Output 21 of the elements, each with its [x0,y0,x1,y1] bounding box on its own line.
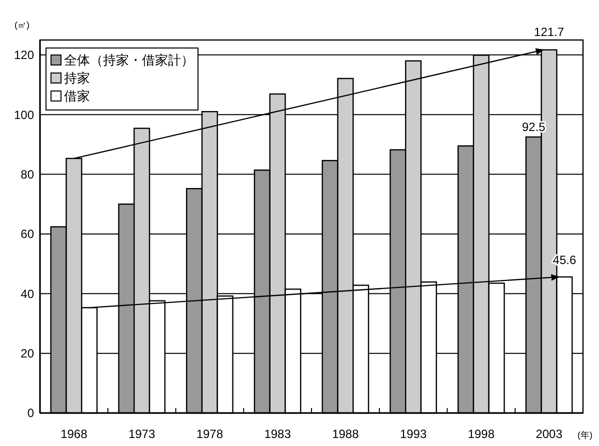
x-tick-label: 1978 [196,427,224,441]
legend-label: 全体（持家・借家計） [64,52,194,68]
y-tick-label: 20 [20,346,34,361]
x-axis-title: (年) [578,430,592,440]
x-tick-label: 1973 [128,427,156,441]
x-tick-label: 2003 [536,427,563,441]
y-axis-title: (㎡) [14,20,30,30]
x-tick-label: 1998 [468,427,495,441]
x-tick-label: 1988 [332,427,360,441]
x-tick-label: 1983 [264,427,292,441]
data-label: 121.7 [534,24,564,39]
y-tick-label: 100 [14,108,34,122]
y-tick-label: 80 [20,167,34,182]
legend-label: 持家 [64,70,90,86]
legend-label: 借家 [64,88,90,104]
y-tick-label: 120 [14,48,34,62]
y-tick-label: 60 [20,227,34,242]
y-tick-label: 40 [20,286,34,301]
x-tick-label: 1993 [400,427,427,441]
x-tick-label: 1968 [60,427,88,441]
y-tick-label: 0 [27,406,34,420]
